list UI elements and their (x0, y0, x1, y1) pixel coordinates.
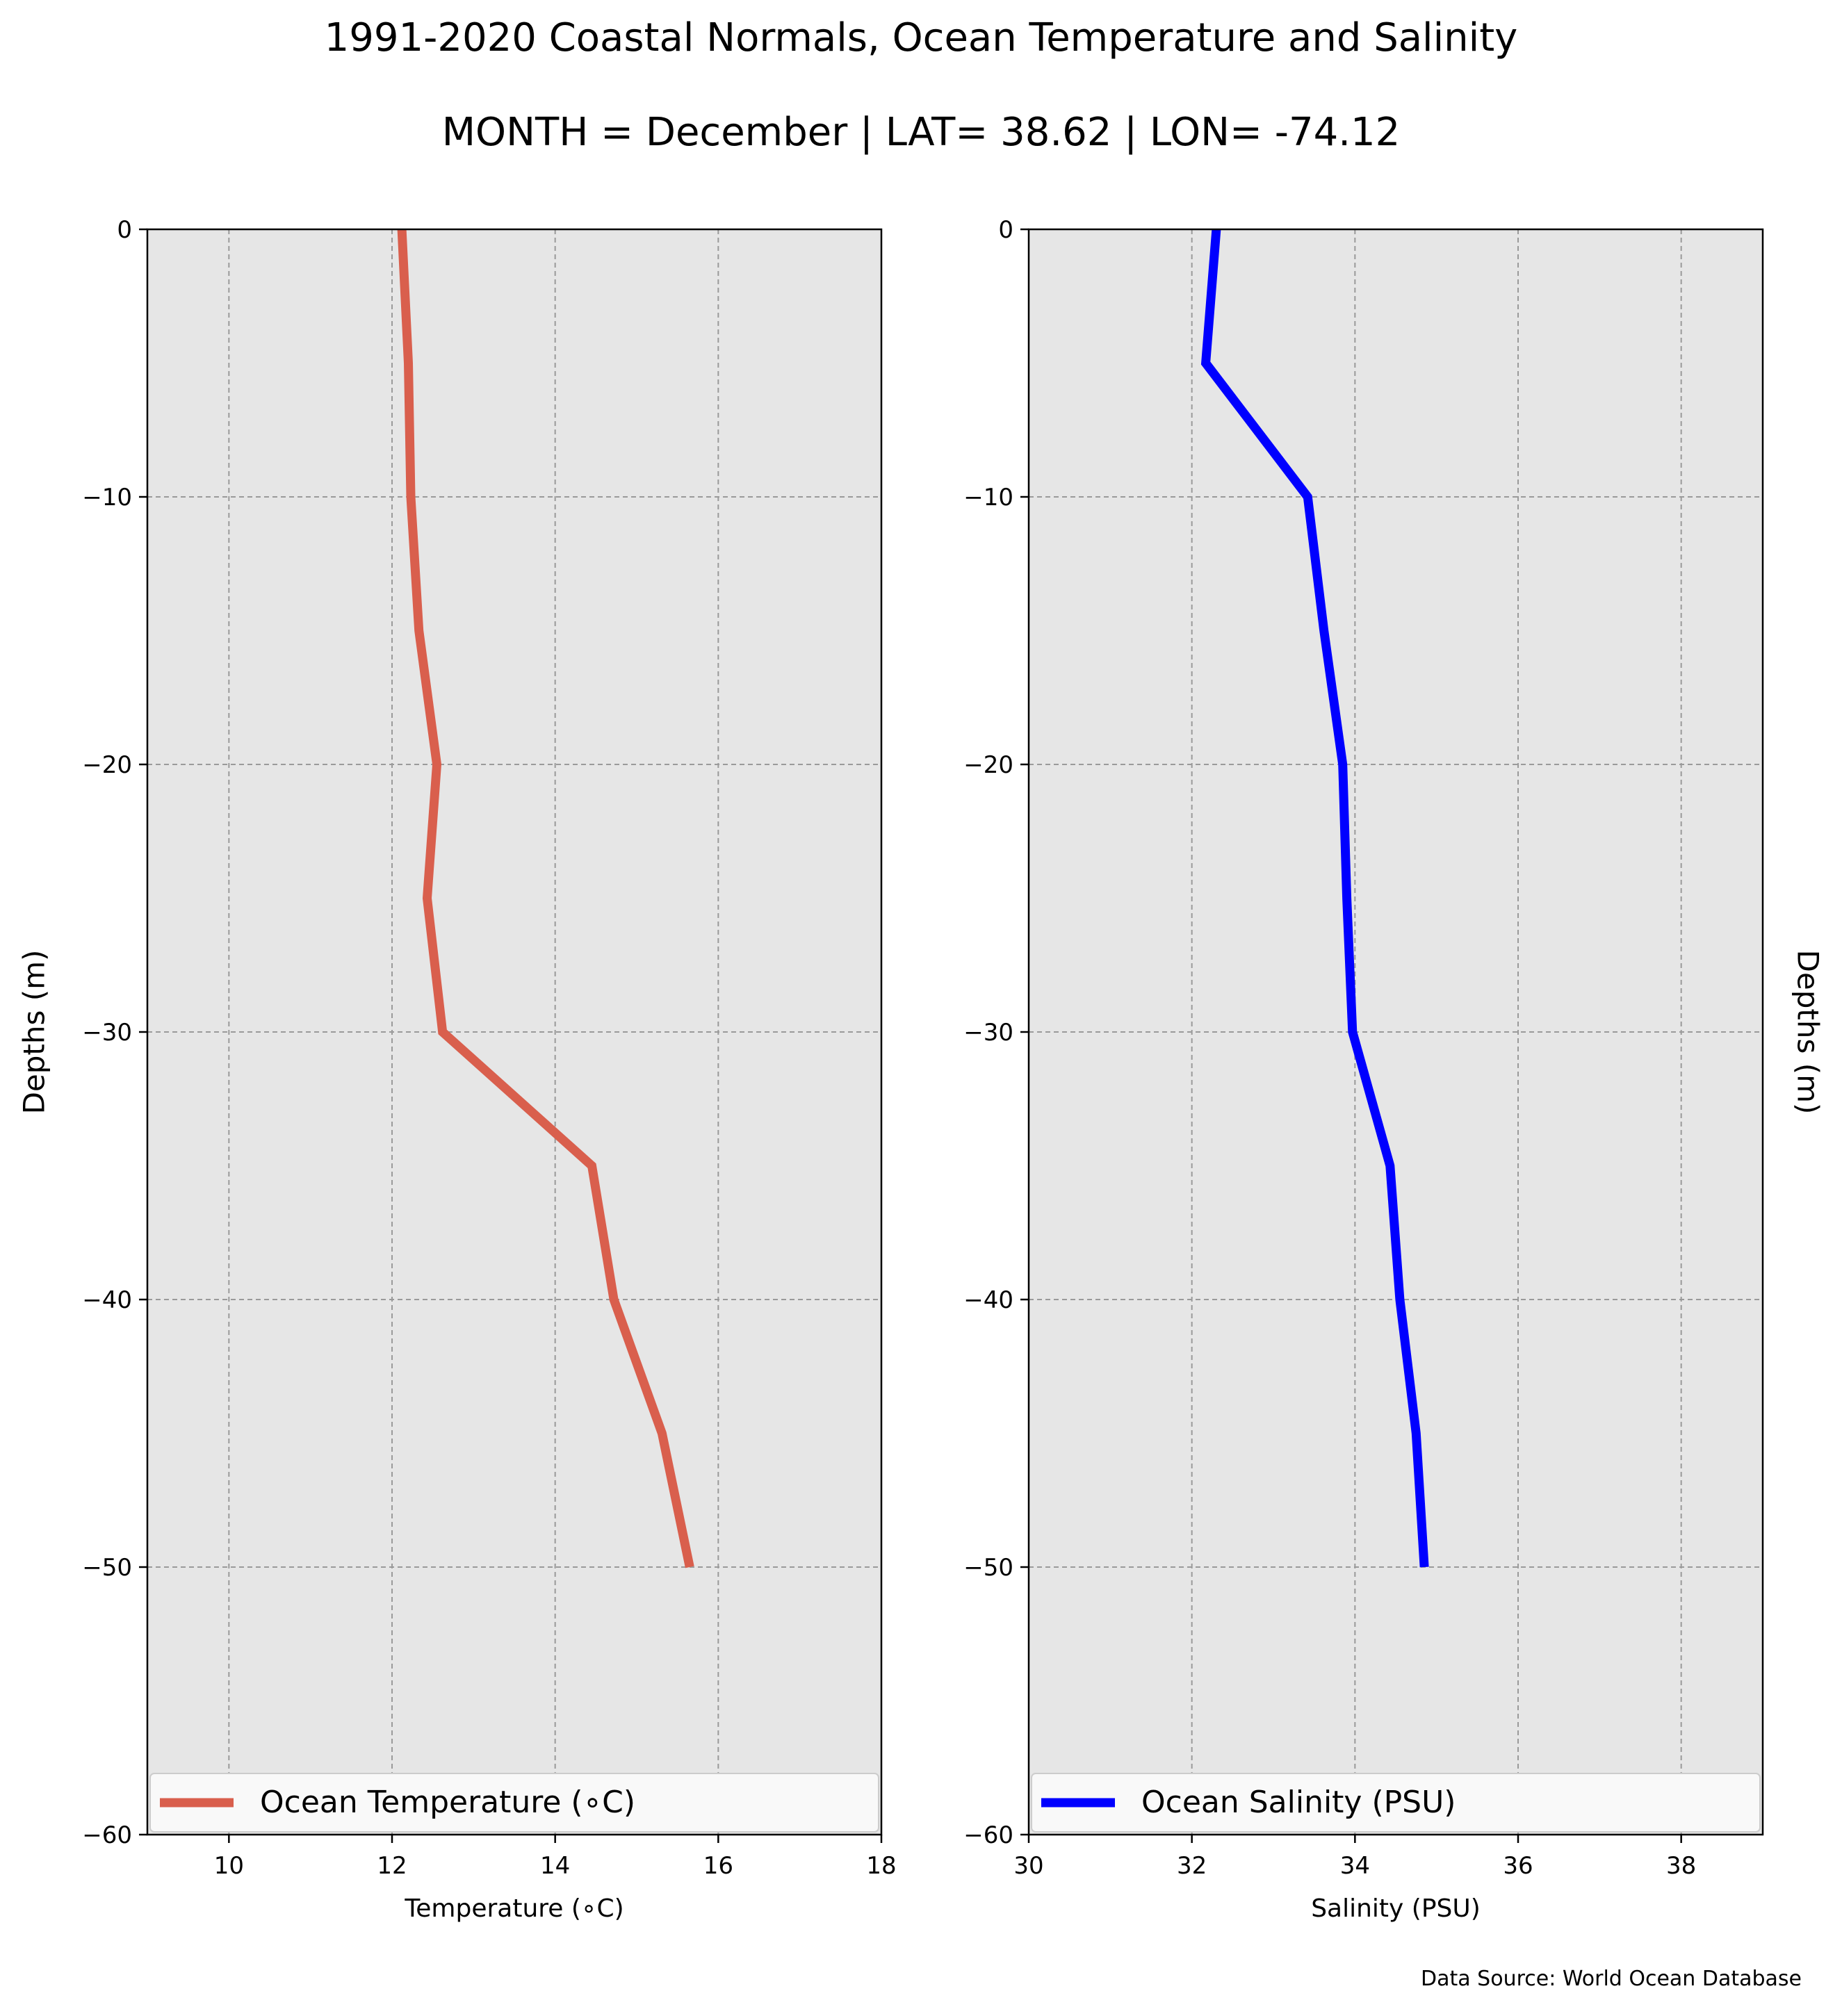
temperature-panel: 10 12 14 16 18 0 −10 −20 −30 −40 −50 −60 Temperature… (17, 216, 897, 1923)
y-tick-label: −60 (82, 1821, 132, 1849)
salinity-panel: 30 32 34 36 38 0 −10 −20 −30 −40 −50 −60 Salinity (P… (963, 216, 1825, 1923)
x-tick-label: 14 (540, 1852, 570, 1880)
data-source-note: Data Source: World Ocean Database (1421, 1967, 1802, 1991)
legend-box (1031, 1773, 1761, 1833)
x-tick-label: 34 (1340, 1852, 1370, 1880)
y-tick-label: −50 (963, 1554, 1013, 1582)
y-axis-label: Depths (m) (1791, 950, 1825, 1115)
y-tick-label: −20 (963, 751, 1013, 779)
x-tick-label: 18 (866, 1852, 896, 1880)
y-tick-label: −10 (963, 484, 1013, 511)
legend-box (149, 1773, 879, 1833)
figure-title: 1991-2020 Coastal Normals, Ocean Tempera… (324, 15, 1518, 60)
y-tick-label: −20 (82, 751, 132, 779)
x-axis-label: Salinity (PSU) (1311, 1894, 1481, 1923)
x-tick-label: 16 (703, 1852, 733, 1880)
y-tick-label: −40 (963, 1286, 1013, 1314)
x-tick-label: 12 (377, 1852, 407, 1880)
series-line (1200, 229, 1429, 1568)
x-tick-label: 30 (1013, 1852, 1043, 1880)
x-tick-label: 38 (1666, 1852, 1696, 1880)
y-tick-label: 0 (117, 216, 132, 244)
x-tick-label: 10 (214, 1852, 244, 1880)
figure-subtitle: MONTH = December | LAT= 38.62 | LON= -74… (441, 110, 1401, 155)
y-axis-label: Depths (m) (17, 950, 51, 1115)
y-tick-label: −30 (82, 1019, 132, 1047)
y-tick-label: −50 (82, 1554, 132, 1582)
legend-label: Ocean Salinity (PSU) (1141, 1785, 1456, 1820)
series-line (397, 229, 694, 1568)
y-tick-label: −40 (82, 1286, 132, 1314)
legend-label: Ocean Temperature (∘C) (260, 1785, 635, 1820)
x-tick-label: 32 (1177, 1852, 1207, 1880)
y-tick-label: −10 (82, 484, 132, 511)
y-tick-label: −60 (963, 1821, 1013, 1849)
y-tick-label: −30 (963, 1019, 1013, 1047)
y-tick-label: 0 (998, 216, 1013, 244)
x-tick-label: 36 (1503, 1852, 1533, 1880)
x-axis-label: Temperature (∘C) (404, 1894, 623, 1923)
